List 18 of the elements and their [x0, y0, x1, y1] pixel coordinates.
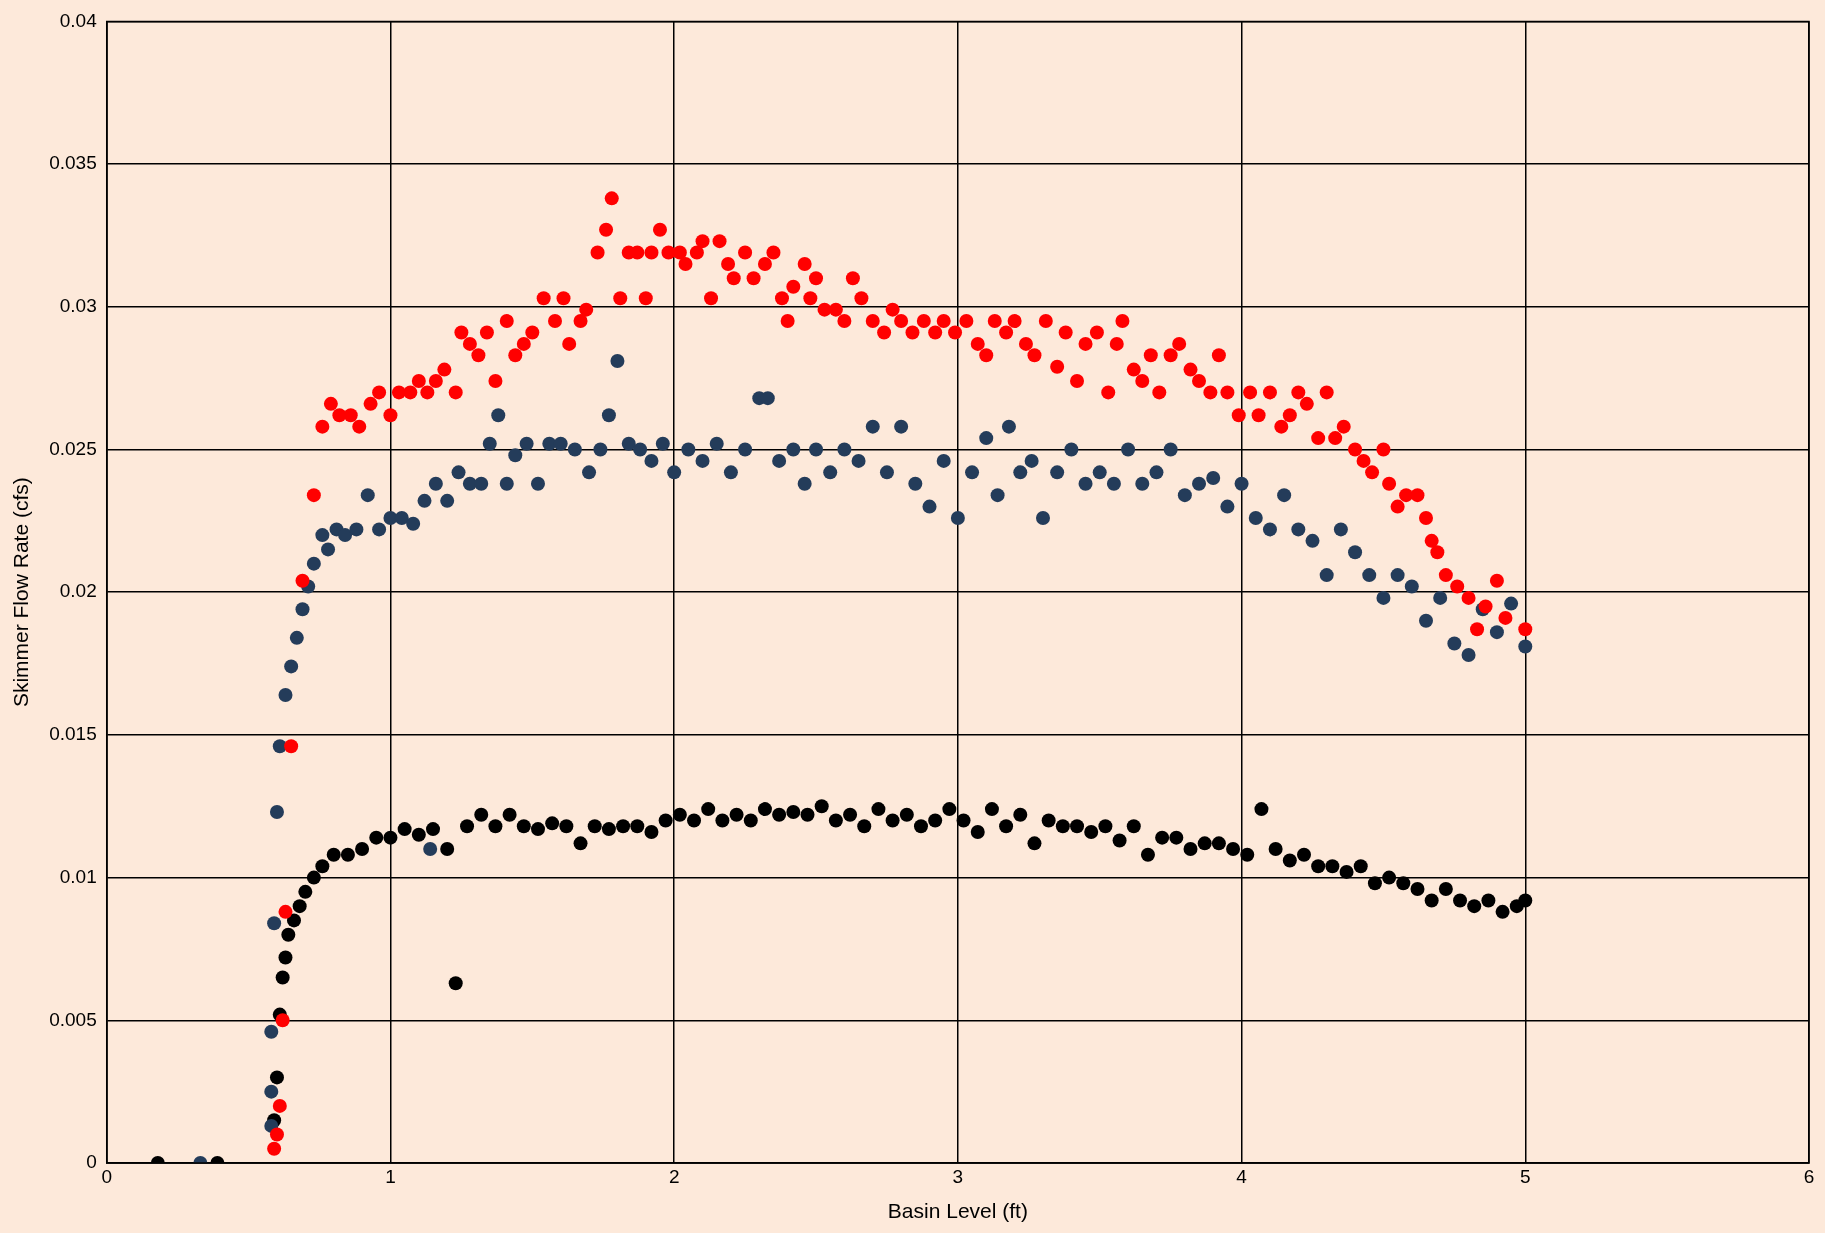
y-tick-label: 0.02 — [59, 580, 97, 602]
x-tick-label: 5 — [1520, 1165, 1531, 1187]
y-tick-label: 0.035 — [49, 152, 97, 174]
y-tick-label: 0.005 — [49, 1008, 97, 1030]
y-tick-label: 0.01 — [59, 865, 97, 887]
x-tick-label: 4 — [1236, 1165, 1248, 1187]
x-axis-title: Basin Level (ft) — [887, 1199, 1028, 1223]
y-tick-label: 0.03 — [59, 295, 97, 317]
x-tick-label: 0 — [101, 1165, 113, 1187]
x-tick-label: 3 — [952, 1165, 964, 1187]
y-tick-label: 0.025 — [49, 437, 97, 459]
x-tick-label: 1 — [385, 1165, 396, 1187]
y-tick-label: 0.015 — [49, 723, 97, 745]
y-tick-label: 0.04 — [59, 9, 98, 31]
y-axis-title: Skimmer Flow Rate (cfs) — [9, 477, 33, 708]
x-tick-label: 2 — [668, 1165, 680, 1187]
y-tick-label: 0 — [86, 1151, 97, 1173]
x-tick-label: 6 — [1803, 1165, 1815, 1187]
